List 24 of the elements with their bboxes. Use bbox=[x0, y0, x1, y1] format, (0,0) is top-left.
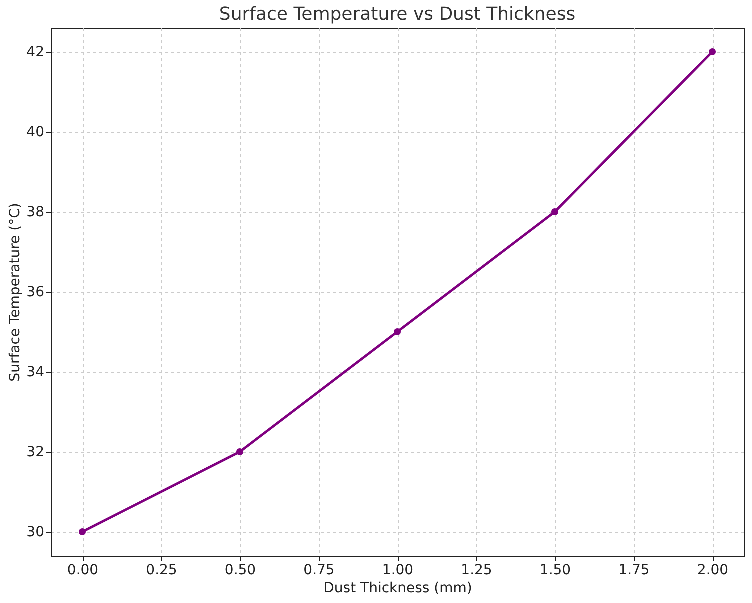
x-tick-label: 0.25 bbox=[146, 562, 178, 578]
chart-title: Surface Temperature vs Dust Thickness bbox=[219, 4, 576, 25]
point bbox=[236, 448, 244, 456]
x-tick-label: 0.00 bbox=[67, 562, 99, 578]
y-axis-title: Surface Temperature (°C) bbox=[8, 203, 24, 382]
x-tick-label: 0.50 bbox=[224, 562, 256, 578]
y-tick-label: 42 bbox=[26, 44, 44, 60]
x-tick-label: 1.75 bbox=[618, 562, 650, 578]
x-tick-label: 1.50 bbox=[540, 562, 572, 578]
x-tick-label: 0.75 bbox=[304, 562, 335, 578]
y-tick-label: 30 bbox=[26, 524, 44, 540]
x-tick-label: 1.00 bbox=[382, 562, 414, 578]
point bbox=[78, 528, 86, 536]
x-tick-label: 1.25 bbox=[461, 562, 492, 578]
point bbox=[394, 328, 402, 336]
x-axis-title: Dust Thickness (mm) bbox=[324, 580, 472, 596]
y-tick-label: 36 bbox=[26, 284, 45, 300]
point bbox=[551, 208, 559, 216]
point bbox=[708, 48, 716, 56]
x-tick-label: 2.00 bbox=[697, 562, 729, 578]
y-tick-label: 38 bbox=[26, 204, 44, 220]
y-tick-label: 34 bbox=[26, 364, 45, 380]
y-tick-label: 40 bbox=[26, 124, 44, 140]
y-tick-label: 32 bbox=[26, 444, 44, 460]
